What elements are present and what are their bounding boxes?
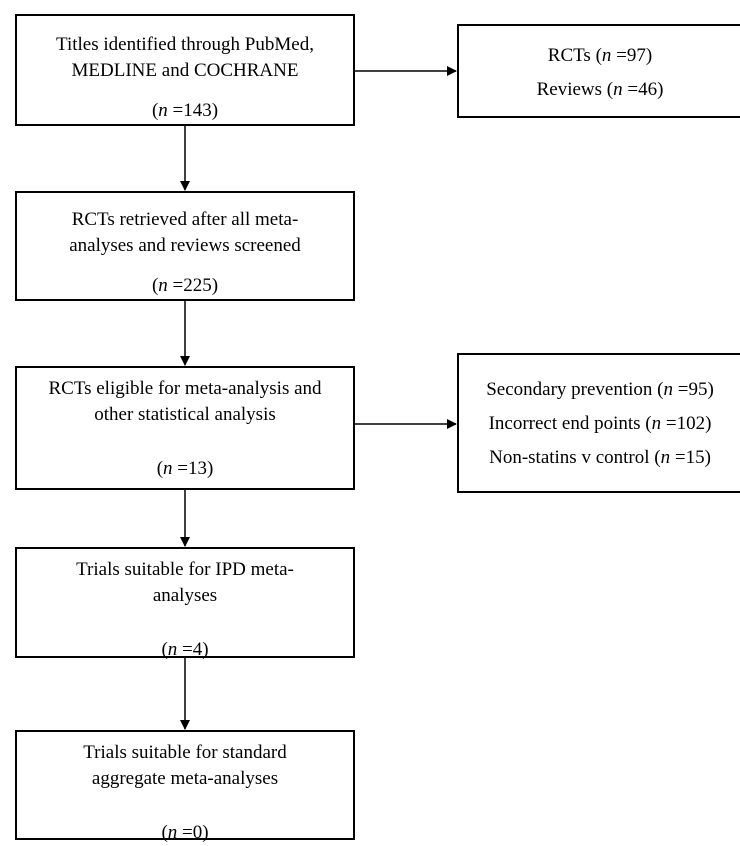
count-open: ( — [151, 275, 159, 296]
box-text-line: Titles identified through PubMed, — [56, 34, 314, 55]
count-open: ( — [156, 458, 164, 479]
count-value: =95) — [672, 379, 714, 400]
excluded-item: Non-statins v control (n =15) — [459, 445, 740, 471]
count-symbol: n — [613, 79, 623, 100]
box-text-line: other statistical analysis — [94, 404, 276, 425]
excluded-trials-box: Secondary prevention (n =95) Incorrect e… — [457, 353, 740, 493]
titles-identified-box: Titles identified through PubMed, MEDLIN… — [15, 14, 355, 126]
excluded-item-label: Secondary prevention ( — [486, 379, 664, 400]
box-text-line: analyses — [152, 585, 218, 606]
count-symbol: n — [651, 413, 662, 434]
count-value: =102) — [661, 413, 712, 434]
box-text-line: MEDLINE and COCHRANE — [71, 60, 299, 81]
excluded-item-label: RCTs ( — [547, 45, 602, 66]
count-line: (n =225) — [17, 273, 353, 299]
count-value: =13) — [172, 458, 214, 479]
count-value: =4) — [177, 639, 209, 660]
box-text-line: Trials suitable for standard — [83, 742, 287, 763]
rcts-retrieved-box: RCTs retrieved after all meta- analyses … — [15, 191, 355, 301]
excluded-item-label: Reviews ( — [536, 79, 614, 100]
ipd-trials-box: Trials suitable for IPD meta- analyses (… — [15, 547, 355, 660]
excluded-item: Reviews (n =46) — [459, 77, 740, 103]
box-text-line: RCTs retrieved after all meta- — [71, 209, 299, 230]
count-line: (n =4) — [17, 637, 353, 663]
count-value: =143) — [167, 100, 219, 121]
count-line: (n =13) — [17, 456, 353, 482]
box-text-line: aggregate meta-analyses — [91, 768, 279, 789]
excluded-records-box: RCTs (n =97) Reviews (n =46) — [457, 24, 740, 118]
count-open: ( — [161, 822, 168, 843]
excluded-item: Incorrect end points (n =102) — [459, 411, 740, 437]
box-text-line: analyses and reviews screened — [69, 235, 301, 256]
count-symbol: n — [167, 639, 178, 660]
count-symbol: n — [158, 100, 168, 121]
box-text-line: RCTs eligible for meta-analysis and — [48, 378, 322, 399]
box-text-line: Trials suitable for IPD meta- — [76, 559, 294, 580]
count-symbol: n — [163, 458, 173, 479]
count-value: =97) — [611, 45, 653, 66]
count-symbol: n — [660, 447, 671, 468]
count-symbol: n — [663, 379, 673, 400]
count-line: (n =0) — [17, 820, 353, 846]
count-value: =0) — [177, 822, 209, 843]
rcts-eligible-box: RCTs eligible for meta-analysis and othe… — [15, 366, 355, 490]
aggregate-trials-box: Trials suitable for standard aggregate m… — [15, 730, 355, 843]
count-line: (n =143) — [17, 98, 353, 124]
count-value: =46) — [622, 79, 664, 100]
excluded-item: Secondary prevention (n =95) — [459, 377, 740, 403]
count-symbol: n — [167, 822, 178, 843]
count-value: =15) — [670, 447, 711, 468]
excluded-item-label: Non-statins v control ( — [489, 447, 661, 468]
count-open: ( — [161, 639, 168, 660]
excluded-item-label: Incorrect end points ( — [488, 413, 652, 434]
count-open: ( — [151, 100, 159, 121]
count-symbol: n — [601, 45, 612, 66]
count-symbol: n — [158, 275, 168, 296]
count-value: =225) — [167, 275, 219, 296]
excluded-item: RCTs (n =97) — [459, 43, 740, 69]
